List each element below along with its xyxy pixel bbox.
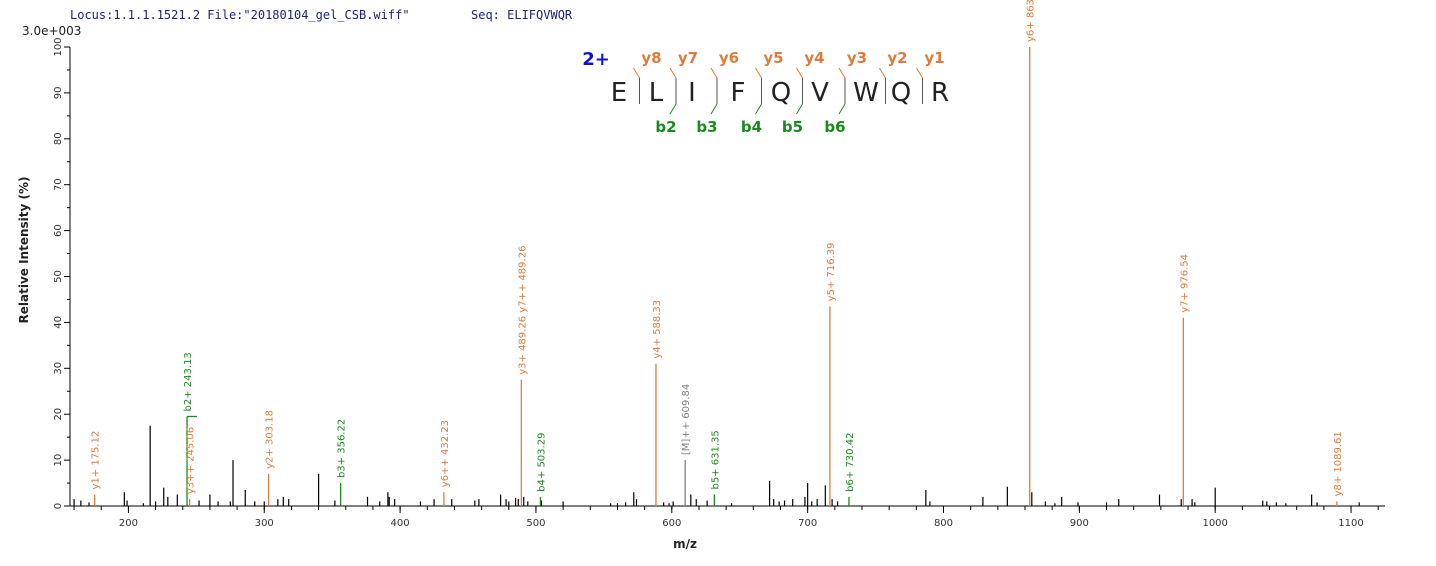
peak-label: y2+ 303.18 xyxy=(265,410,276,469)
peak-label: b5+ 631.35 xyxy=(710,430,721,489)
sequence-residue: V xyxy=(811,78,829,108)
sequence-residue: W xyxy=(853,78,879,108)
b-fragment-hook xyxy=(838,103,846,115)
y-fragment-hook xyxy=(669,67,677,79)
sequence-residue: I xyxy=(688,78,696,108)
y-tick-label: 40 xyxy=(53,316,64,329)
peak-label: y3++ 245.06 xyxy=(186,427,197,494)
intensity-scale: 3.0e+003 xyxy=(22,24,81,38)
y-tick-label: 70 xyxy=(53,178,64,191)
y-fragment-label: y3 xyxy=(847,49,867,67)
x-tick-label: 700 xyxy=(798,518,817,529)
x-tick-label: 1000 xyxy=(1202,518,1227,529)
x-tick-label: 500 xyxy=(526,518,545,529)
y-tick-label: 10 xyxy=(53,454,64,467)
x-tick-label: 400 xyxy=(391,518,410,529)
y-fragment-hook xyxy=(838,67,846,79)
y-fragment-label: y7 xyxy=(678,49,698,67)
b-fragment-hook xyxy=(796,103,803,115)
y-fragment-label: y5 xyxy=(763,49,783,67)
y-tick-label: 0 xyxy=(53,503,64,509)
x-axis-label: m/z xyxy=(673,537,697,551)
sequence-residue: Q xyxy=(891,78,911,108)
axes: 200 300 400 500 600 700 800 900 1000 1100 0 10 20 30 4… xyxy=(53,37,1385,529)
x-tick-label: 600 xyxy=(662,518,681,529)
x-tick-label: 200 xyxy=(119,518,138,529)
x-tick-label: 1100 xyxy=(1338,518,1363,529)
sequence-residue: R xyxy=(931,78,949,108)
peak-label: b2+ 243.13 xyxy=(183,352,194,411)
x-tick-label: 300 xyxy=(255,518,274,529)
b-fragment-label: b4 xyxy=(741,118,762,136)
b-fragment-hook xyxy=(755,103,762,115)
y-tick-label: 90 xyxy=(53,87,64,100)
b-fragment-hook xyxy=(669,103,677,115)
y-fragment-label: y4 xyxy=(804,49,824,67)
y-fragment-hook xyxy=(633,67,640,79)
b-fragment-label: b6 xyxy=(824,118,845,136)
y-fragment-hook xyxy=(796,67,803,79)
y-tick-label: 30 xyxy=(53,362,64,375)
y-tick-label: 50 xyxy=(53,270,64,283)
y-fragment-label: y1 xyxy=(924,49,944,67)
peak-label: y1+ 175.12 xyxy=(91,431,102,490)
y-axis-label: Relative Intensity (%) xyxy=(17,177,31,324)
sequence-header: Seq: ELIFQVWQR xyxy=(471,8,573,22)
y-fragment-label: y2 xyxy=(887,49,907,67)
peak-label: b3+ 356.22 xyxy=(337,419,348,478)
sequence-residue: F xyxy=(731,78,746,108)
y-tick-label: 100 xyxy=(53,37,64,56)
x-tick-label: 800 xyxy=(934,518,953,529)
y-tick-label: 20 xyxy=(53,408,64,421)
sequence-residue: Q xyxy=(771,78,791,108)
precursor-charge: 2+ xyxy=(582,49,610,70)
peak-label: [M]++ 609.84 xyxy=(681,384,692,455)
peaks-layer xyxy=(73,47,1360,506)
b-fragment-label: b2 xyxy=(655,118,676,136)
peak-label: y5+ 716.39 xyxy=(826,243,837,302)
sequence-residue: E xyxy=(611,78,627,108)
b-fragment-label: b3 xyxy=(696,118,717,136)
y-fragment-hook xyxy=(755,67,762,79)
x-tick-label: 900 xyxy=(1070,518,1089,529)
b-fragment-label: b5 xyxy=(782,118,803,136)
y-tick-label: 80 xyxy=(53,132,64,145)
peak-label: b6+ 730.42 xyxy=(845,433,856,492)
y-tick-label: 60 xyxy=(53,224,64,237)
peak-label: y6++ 432.23 xyxy=(440,420,451,487)
peak-labels-layer: y1+ 175.12 b2+ 243.13 y3++ 245.06 y2+ 303.1… xyxy=(91,0,1344,496)
peak-label: y4+ 588.33 xyxy=(652,300,663,359)
sequence-residue: L xyxy=(649,78,664,108)
peak-label: y3+ 489.26 y7++ 489.26 xyxy=(517,246,528,375)
b-fragment-hook xyxy=(710,103,718,115)
peak-label: b4+ 503.29 xyxy=(536,433,547,492)
peak-label: y8+ 1089.61 xyxy=(1333,431,1344,496)
peak-label: y6+ 863.46 xyxy=(1026,0,1037,42)
peak-label: y7+ 976.54 xyxy=(1179,254,1190,313)
y-fragment-label: y8 xyxy=(641,49,661,67)
y-fragment-hook xyxy=(916,67,923,79)
y-fragment-hook xyxy=(710,67,718,79)
y-fragment-label: y6 xyxy=(719,49,739,67)
locus-file-header: Locus:1.1.1.1521.2 File:"20180104_gel_CS… xyxy=(70,8,410,22)
y-fragment-hook xyxy=(879,67,886,79)
